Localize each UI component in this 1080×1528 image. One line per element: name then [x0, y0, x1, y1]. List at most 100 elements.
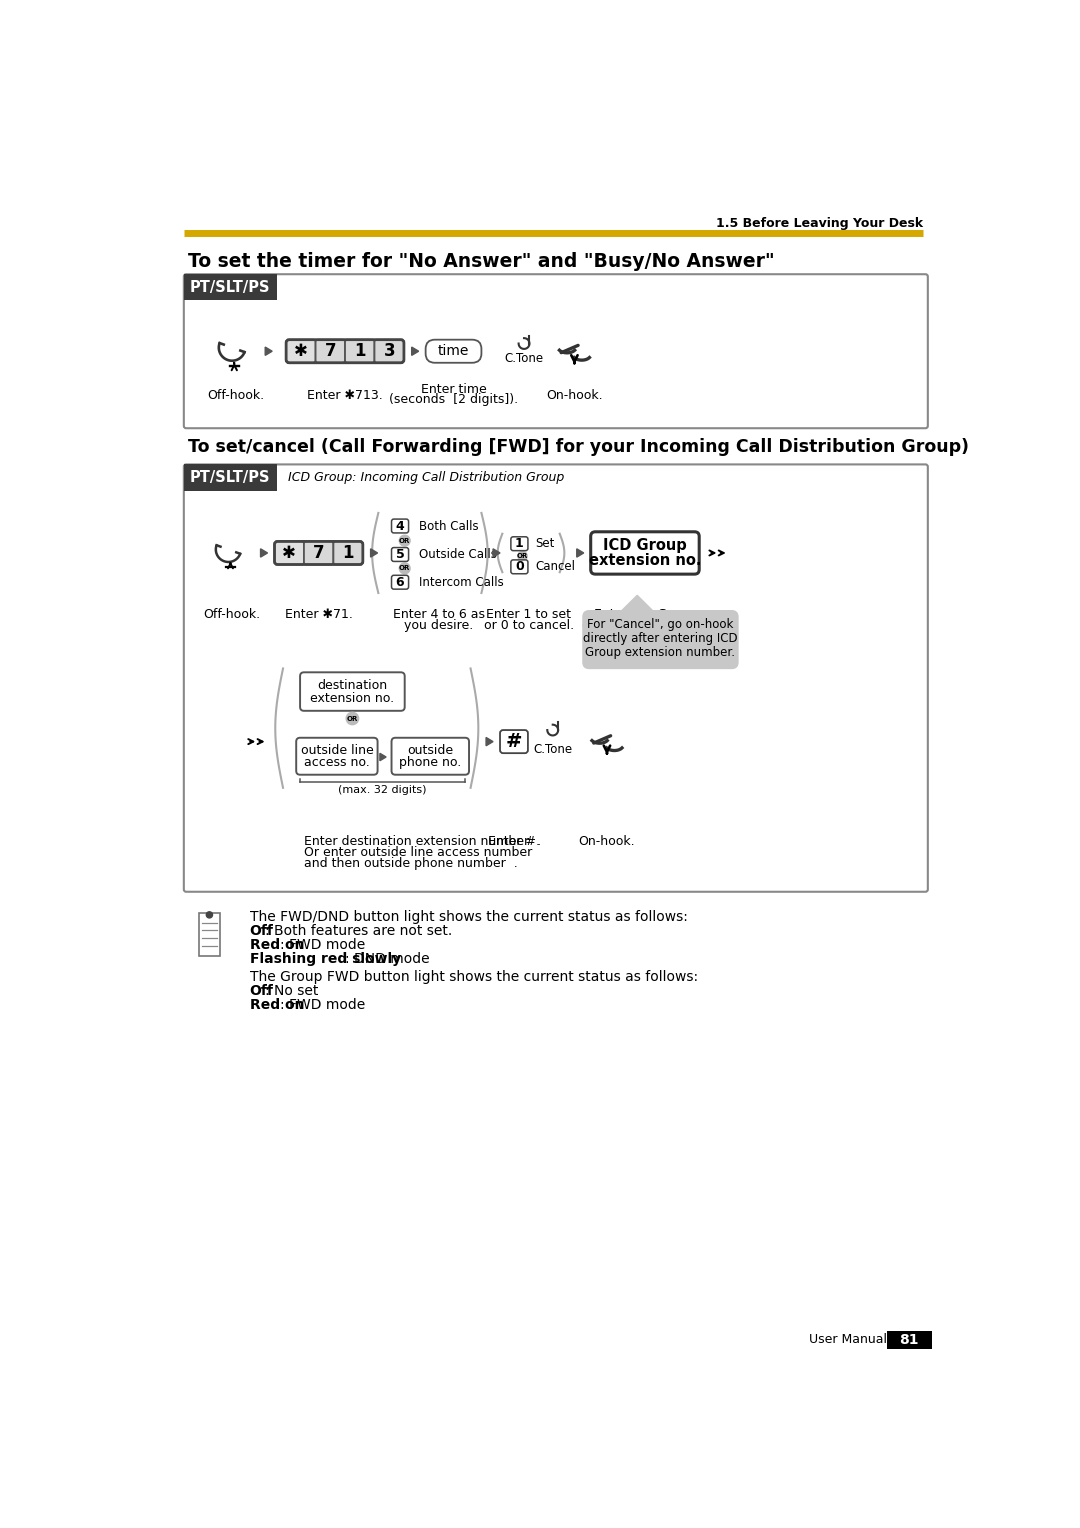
- FancyBboxPatch shape: [296, 738, 378, 775]
- FancyBboxPatch shape: [315, 339, 345, 362]
- Text: 1: 1: [342, 544, 354, 562]
- Text: Enter 1 to set: Enter 1 to set: [486, 608, 571, 620]
- Text: ✱: ✱: [294, 342, 308, 361]
- Text: Cancel: Cancel: [535, 561, 575, 573]
- Circle shape: [347, 712, 359, 724]
- Polygon shape: [266, 347, 272, 356]
- Text: 81: 81: [900, 1332, 919, 1346]
- Text: extension no.: extension no.: [310, 692, 394, 704]
- Text: On-hook.: On-hook.: [546, 390, 603, 402]
- Text: 1.5 Before Leaving Your Desk: 1.5 Before Leaving Your Desk: [716, 217, 923, 229]
- Text: Off: Off: [249, 924, 273, 938]
- FancyBboxPatch shape: [426, 339, 482, 362]
- Polygon shape: [260, 549, 268, 558]
- Text: access no.: access no.: [303, 756, 369, 769]
- Polygon shape: [577, 549, 583, 558]
- Text: ICD Group: ICD Group: [603, 538, 687, 553]
- Text: OR: OR: [347, 715, 359, 721]
- Polygon shape: [411, 347, 419, 356]
- Text: 6: 6: [395, 576, 404, 588]
- Text: : No set: : No set: [265, 984, 319, 998]
- Text: and then outside phone number  .: and then outside phone number .: [303, 857, 517, 869]
- Text: Red on: Red on: [249, 998, 305, 1012]
- Text: Flashing red slowly: Flashing red slowly: [249, 952, 401, 966]
- Text: 1: 1: [515, 538, 524, 550]
- Text: extension no.: extension no.: [589, 553, 701, 568]
- Text: On-hook.: On-hook.: [579, 836, 635, 848]
- Text: 7: 7: [313, 544, 324, 562]
- Polygon shape: [622, 596, 652, 611]
- Polygon shape: [370, 549, 378, 558]
- FancyBboxPatch shape: [511, 536, 528, 550]
- Text: Red on: Red on: [249, 938, 305, 952]
- Text: ✱: ✱: [282, 544, 296, 562]
- Text: Or enter outside line access number: Or enter outside line access number: [303, 847, 532, 859]
- FancyBboxPatch shape: [345, 339, 375, 362]
- FancyBboxPatch shape: [334, 541, 363, 564]
- FancyBboxPatch shape: [303, 541, 334, 564]
- Circle shape: [206, 912, 213, 918]
- Text: Group extension number.: Group extension number.: [585, 646, 735, 659]
- Text: 3: 3: [383, 342, 395, 361]
- Text: : DND mode: : DND mode: [346, 952, 430, 966]
- Text: Enter #.: Enter #.: [488, 836, 540, 848]
- FancyBboxPatch shape: [184, 274, 928, 428]
- Text: 5: 5: [395, 549, 404, 561]
- FancyBboxPatch shape: [184, 274, 276, 301]
- Text: Enter destination extension number  .: Enter destination extension number .: [303, 836, 541, 848]
- Text: Set: Set: [535, 538, 554, 550]
- Polygon shape: [380, 753, 387, 761]
- Polygon shape: [494, 549, 500, 558]
- FancyBboxPatch shape: [392, 520, 408, 533]
- Text: Enter time: Enter time: [420, 384, 486, 396]
- Text: ICD Group: Incoming Call Distribution Group: ICD Group: Incoming Call Distribution Gr…: [288, 471, 565, 484]
- Text: Enter ✱71.: Enter ✱71.: [285, 608, 352, 620]
- FancyBboxPatch shape: [392, 738, 469, 775]
- Circle shape: [400, 562, 410, 573]
- Text: extension number  .: extension number .: [582, 619, 707, 633]
- Text: To set the timer for "No Answer" and "Busy/No Answer": To set the timer for "No Answer" and "Bu…: [188, 252, 774, 272]
- FancyBboxPatch shape: [500, 730, 528, 753]
- Polygon shape: [486, 738, 494, 746]
- FancyBboxPatch shape: [392, 575, 408, 590]
- Text: (seconds  [2 digits]).: (seconds [2 digits]).: [389, 393, 518, 406]
- Text: #: #: [505, 732, 523, 752]
- Text: To set/cancel (Call Forwarding [FWD] for your Incoming Call Distribution Group): To set/cancel (Call Forwarding [FWD] for…: [188, 437, 969, 455]
- Text: Enter ICD Group: Enter ICD Group: [594, 608, 696, 620]
- Text: 7: 7: [324, 342, 336, 361]
- Text: OR: OR: [517, 553, 528, 559]
- Circle shape: [517, 552, 527, 561]
- FancyBboxPatch shape: [591, 532, 699, 575]
- Text: C.Tone: C.Tone: [534, 743, 572, 756]
- Text: outside: outside: [407, 744, 454, 756]
- Text: C.Tone: C.Tone: [504, 353, 543, 365]
- Text: 1: 1: [354, 342, 365, 361]
- Text: The Group FWD button light shows the current status as follows:: The Group FWD button light shows the cur…: [249, 970, 698, 984]
- Text: time: time: [437, 344, 469, 358]
- Text: User Manual: User Manual: [809, 1334, 888, 1346]
- FancyBboxPatch shape: [274, 541, 303, 564]
- Text: phone no.: phone no.: [400, 756, 461, 769]
- Text: destination: destination: [318, 678, 388, 692]
- FancyBboxPatch shape: [887, 1331, 932, 1349]
- Text: : FWD mode: : FWD mode: [280, 938, 365, 952]
- Text: 4: 4: [395, 520, 404, 533]
- Text: Outside Calls: Outside Calls: [419, 549, 497, 561]
- Text: Off: Off: [249, 984, 273, 998]
- Text: or 0 to cancel.: or 0 to cancel.: [484, 619, 573, 633]
- Text: Both Calls: Both Calls: [419, 520, 478, 533]
- Text: OR: OR: [399, 538, 410, 544]
- Text: OR: OR: [399, 565, 410, 571]
- Text: PT/SLT/PS: PT/SLT/PS: [190, 471, 271, 484]
- Text: Enter 4 to 6 as: Enter 4 to 6 as: [393, 608, 485, 620]
- Text: : Both features are not set.: : Both features are not set.: [265, 924, 453, 938]
- Text: Enter ✱713.: Enter ✱713.: [307, 390, 383, 402]
- FancyBboxPatch shape: [375, 339, 404, 362]
- FancyBboxPatch shape: [300, 672, 405, 711]
- Text: (max. 32 digits): (max. 32 digits): [338, 785, 427, 795]
- Text: For "Cancel", go on-hook: For "Cancel", go on-hook: [588, 617, 733, 631]
- Text: outside line: outside line: [300, 744, 374, 756]
- Text: PT/SLT/PS: PT/SLT/PS: [190, 280, 271, 295]
- FancyBboxPatch shape: [184, 465, 928, 892]
- Text: Intercom Calls: Intercom Calls: [419, 576, 503, 588]
